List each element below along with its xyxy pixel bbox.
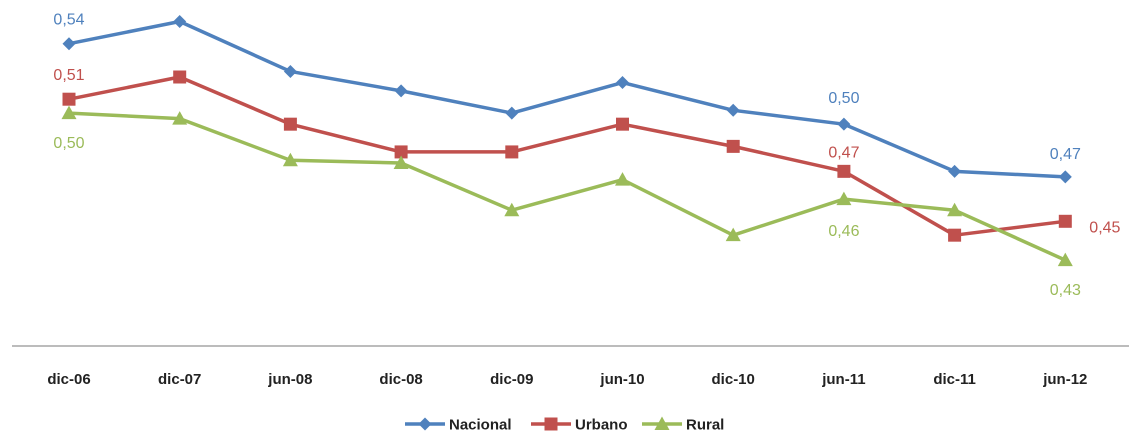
data-point-rural [947,202,963,217]
data-label: 0,50 [828,90,859,107]
data-point-nacional [62,37,76,51]
legend-marker-rural [654,416,670,430]
legend-item-urbano: Urbano [531,417,628,434]
x-tick-label: jun-08 [267,371,312,388]
data-label: 0,51 [53,67,84,84]
legend-label-nacional: Nacional [449,417,512,434]
data-point-urbano [394,145,408,159]
x-tick-label: dic-10 [712,371,755,388]
data-point-rural [172,111,188,125]
data-point-rural [725,227,741,242]
data-point-nacional [283,64,297,78]
data-point-rural [282,152,298,167]
data-point-urbano [726,139,740,153]
data-label: 0,43 [1050,282,1081,299]
data-point-rural [836,191,852,206]
data-point-nacional [394,84,408,98]
data-point-nacional [726,103,740,117]
series-line-nacional [68,19,1066,179]
data-label: 0,47 [828,144,859,161]
series-line-rural [68,111,1067,262]
data-point-rural [393,155,409,170]
data-point-rural [61,105,77,120]
x-tick-label: dic-07 [158,371,201,388]
data-point-urbano [62,92,76,106]
data-point-urbano [1058,214,1072,228]
data-point-urbano [616,117,629,131]
data-point-nacional [505,106,519,120]
data-point-urbano [505,145,519,159]
x-tick-label: jun-12 [1042,371,1087,388]
legend-label-rural: Rural [686,417,724,434]
x-tick-label: jun-10 [599,371,644,388]
series-layer [61,15,1073,267]
data-label: 0,54 [53,12,84,29]
legend-item-nacional: Nacional [405,417,512,434]
x-tick-label: dic-06 [47,371,90,388]
data-label: 0,47 [1050,146,1081,163]
data-label: 0,46 [828,223,859,240]
data-point-nacional [173,15,187,28]
x-tick-label: jun-11 [821,371,865,388]
x-tick-label: dic-08 [379,371,422,388]
data-point-urbano [283,117,297,131]
series-rural [61,105,1073,267]
x-tick-label: dic-11 [933,371,976,388]
data-point-urbano [837,164,851,178]
data-point-rural [504,202,520,217]
data-labels: 0,54 0,51 0,50 0,50 0,47 0,46 0,47 0,45 0,43 [53,12,1120,299]
data-label: 0,45 [1089,219,1120,236]
legend-marker-urbano [544,417,558,431]
legend: Nacional Urbano Rural [405,416,724,434]
data-point-nacional [616,76,629,90]
legend-item-rural: Rural [642,416,724,434]
data-point-rural [1057,252,1073,267]
x-tick-label: dic-09 [490,371,533,388]
data-point-nacional [948,164,962,178]
data-point-nacional [837,117,851,131]
data-label: 0,50 [53,135,84,152]
data-point-urbano [948,228,962,242]
data-point-rural [615,172,630,186]
data-point-nacional [1058,170,1072,184]
x-axis-ticks: dic-06 dic-07 jun-08 dic-08 dic-09 jun-10 dic-… [47,371,1087,388]
data-point-urbano [173,70,187,84]
series-nacional [62,15,1072,184]
legend-label-urbano: Urbano [575,417,628,434]
legend-marker-nacional [418,417,432,431]
